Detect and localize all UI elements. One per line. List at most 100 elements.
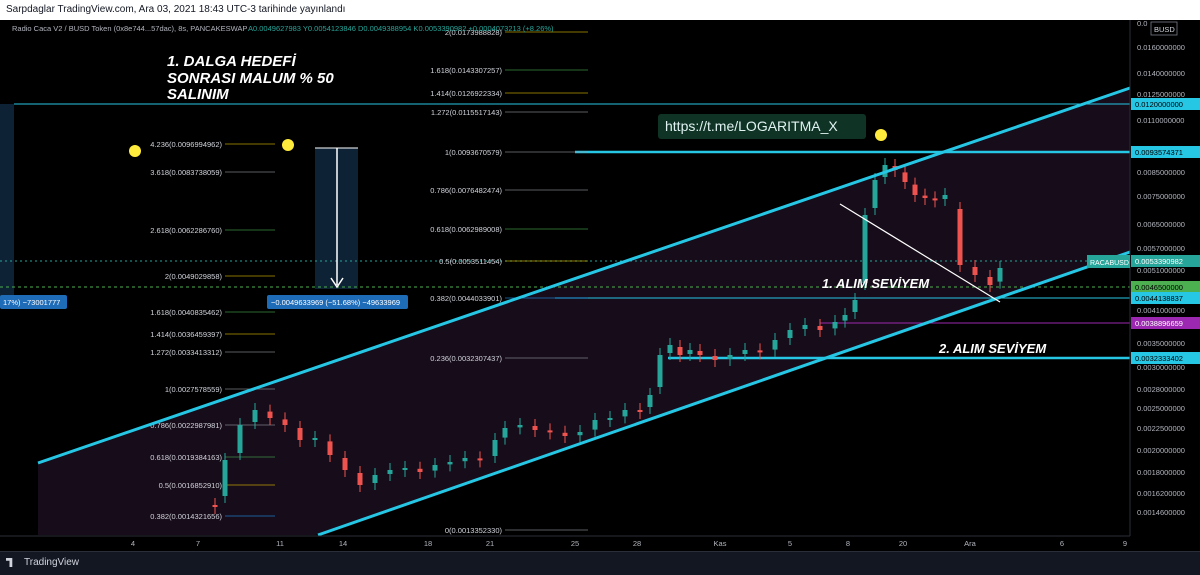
candle-body: [387, 470, 393, 474]
price-tag-box: [1131, 317, 1200, 329]
price-tag-box: [1131, 255, 1200, 267]
fib-right-label: 2(0.0173988828): [445, 28, 503, 37]
time-tick: 20: [899, 539, 907, 548]
tradingview-brand[interactable]: TradingView: [6, 557, 79, 568]
fib-left-label: 4.236(0.0096994962): [150, 140, 222, 149]
time-tick: 21: [486, 539, 494, 548]
candle-body: [357, 473, 363, 485]
fib-right-label: 0(0.0013352330): [445, 526, 503, 535]
price-tick: 0.0110000000: [1137, 116, 1184, 125]
candle-body: [517, 425, 523, 428]
symbol-badge-box: [1087, 255, 1130, 268]
fib-right-label: 1.618(0.0143307257): [430, 66, 502, 75]
candle-body: [432, 465, 438, 471]
price-tag: 0.0044138837: [1135, 294, 1183, 303]
candle-body: [902, 172, 908, 182]
candle-body: [222, 460, 228, 496]
candle-body: [932, 198, 938, 201]
price-tag-box: [1131, 352, 1200, 364]
candle-body: [727, 355, 733, 359]
price-tag-box: [1131, 292, 1200, 304]
price-tag: 0.0093574371: [1135, 148, 1183, 157]
price-tick: 0.0125000000: [1137, 90, 1185, 99]
time-tick: 25: [571, 539, 579, 548]
price-tag: 0.0046500000: [1135, 283, 1183, 292]
fib-right-label: 1.414(0.0126922334): [430, 89, 502, 98]
candle-body: [327, 441, 333, 455]
yellow-dot-right: [875, 129, 887, 141]
price-tick: 0.0057000000: [1137, 244, 1185, 253]
fib-left-label: 1(0.0027578559): [165, 385, 223, 394]
time-axis-ticks: 4 7 11 14 18 21 25 28 Kas 5 8 20 Ara 6 9: [131, 539, 1127, 548]
price-chart[interactable]: 2(0.0173988828) 1.618(0.0143307257) 1.414(…: [0, 20, 1200, 551]
candle-body: [547, 430, 553, 433]
buy-level-1: 1. ALIM SEVİYEM: [822, 276, 930, 291]
price-tag-box: [1131, 98, 1200, 110]
candle-body: [942, 195, 948, 199]
fib-left-label: 3.618(0.0083738059): [150, 168, 222, 177]
candle-body: [817, 326, 823, 330]
candle-body: [562, 432, 568, 436]
price-tick: 0.0014600000: [1137, 508, 1185, 517]
candle-body: [742, 350, 748, 354]
candle-body: [852, 300, 858, 312]
candle-body: [607, 418, 613, 420]
price-tag-box: [1131, 146, 1200, 158]
price-tick: 0.0140000000: [1137, 69, 1185, 78]
candle-body: [862, 215, 868, 283]
price-tag: 0.0120000000: [1135, 100, 1183, 109]
fib-right-label: 1.272(0.0115517143): [431, 108, 503, 117]
price-tag: 0.0038896659: [1135, 319, 1183, 328]
fib-left-label: 0.618(0.0019384163): [150, 453, 222, 462]
candle-body: [212, 505, 218, 507]
price-tick: 0.0041000000: [1137, 306, 1185, 315]
candle-body: [402, 468, 408, 470]
fib-left-label: 1.618(0.0040835462): [150, 308, 222, 317]
candle-body: [757, 350, 763, 353]
candle-body: [657, 355, 663, 387]
price-tick: 0.0025000000: [1137, 404, 1185, 413]
price-tick: 0.0016200000: [1137, 489, 1185, 498]
candle-body: [502, 428, 508, 438]
white-trend-line: [839, 203, 1001, 303]
time-tick: Kas: [714, 539, 727, 548]
candle-body: [532, 426, 538, 430]
price-tick: 0.0075000000: [1137, 192, 1185, 201]
telegram-link[interactable]: https://t.me/LOGARITMA_X: [665, 118, 838, 134]
annotation-title-line3: SALINIM: [167, 86, 229, 103]
time-tick: 5: [788, 539, 792, 548]
candle-body: [912, 184, 918, 195]
footer: TradingView: [0, 551, 1200, 575]
time-tick: 14: [339, 539, 347, 548]
candle-body: [712, 356, 718, 360]
telegram-box: [658, 114, 866, 139]
measure-label-left-box: [0, 295, 67, 309]
fib-right-label: 0.236(0.0032307437): [430, 354, 502, 363]
candle-body: [832, 322, 838, 329]
price-tick: 0.0: [1137, 20, 1147, 28]
time-tick: Ara: [964, 539, 977, 548]
time-axis[interactable]: [0, 536, 1130, 551]
price-axis-labels: 0.01200000000.00935743710.00533909820.00…: [1131, 98, 1200, 364]
price-tick: 0.0030000000: [1137, 363, 1185, 372]
price-tick: 0.0051000000: [1137, 266, 1185, 275]
fib-right-label: 0.382(0.0044033901): [430, 294, 502, 303]
time-tick: 28: [633, 539, 641, 548]
price-tag-box: [1131, 281, 1200, 293]
price-tick: 0.0160000000: [1137, 43, 1185, 52]
candle-body: [677, 347, 683, 355]
candle-body: [697, 351, 703, 355]
fib-left-label: 2.618(0.0062286760): [150, 226, 222, 235]
time-tick: 6: [1060, 539, 1064, 548]
candle-body: [687, 350, 693, 354]
candle-body: [922, 195, 928, 198]
candle-body: [987, 277, 993, 285]
tradingview-logo-icon: [6, 558, 13, 567]
fib-left-label: 1.272(0.0033413312): [150, 348, 222, 357]
time-tick: 8: [846, 539, 850, 548]
candle-body: [342, 458, 348, 470]
price-tick: 0.0035000000: [1137, 339, 1185, 348]
time-tick: 11: [276, 539, 284, 548]
candles: [212, 158, 1003, 514]
candle-body: [492, 440, 498, 456]
